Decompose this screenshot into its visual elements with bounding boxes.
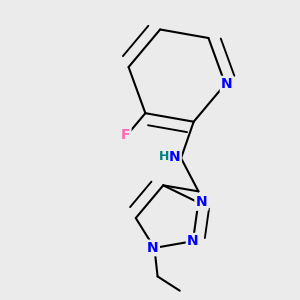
Text: F: F [121,128,130,142]
Text: N: N [147,241,159,255]
Text: N: N [187,234,199,248]
Text: N: N [169,149,181,164]
Text: H: H [158,150,169,163]
Text: N: N [221,77,232,91]
Text: N: N [196,196,207,209]
